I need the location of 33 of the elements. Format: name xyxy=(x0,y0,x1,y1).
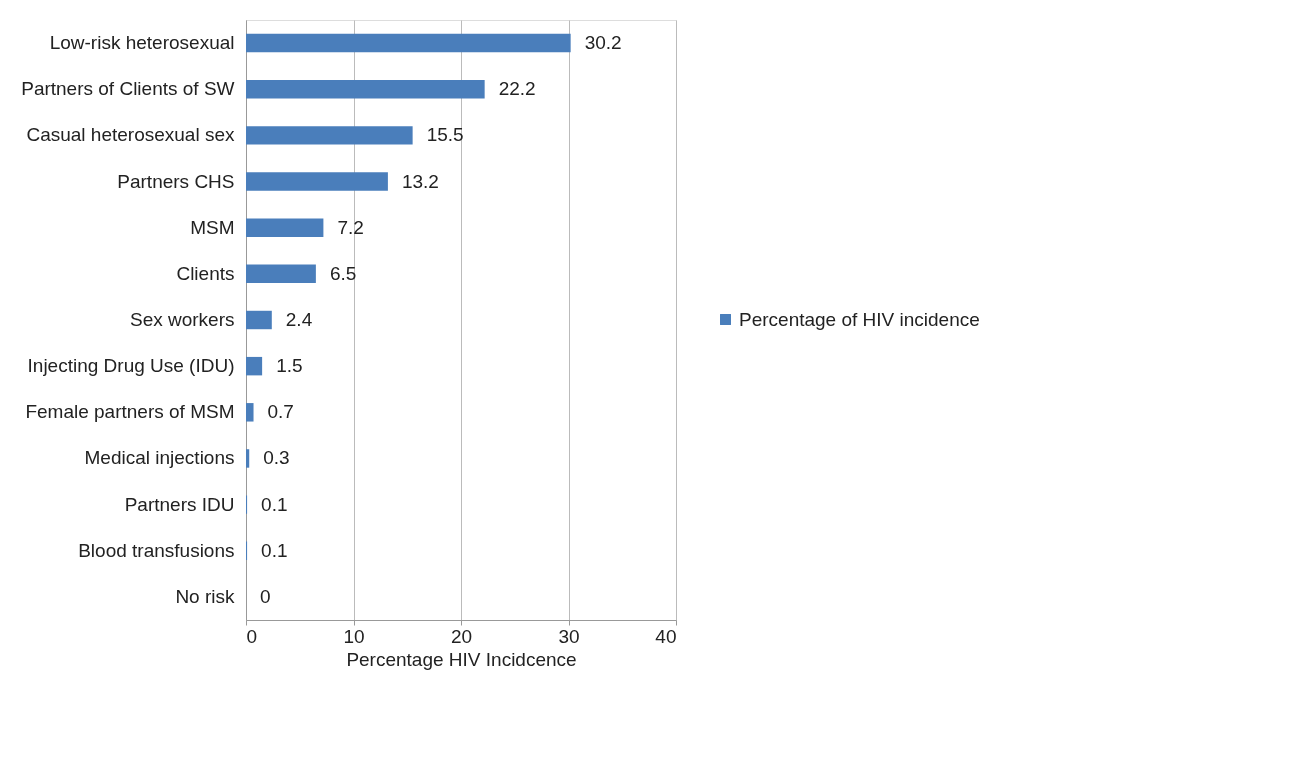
y-tick-label: Casual heterosexual sex xyxy=(26,124,235,146)
legend-label: Percentage of HIV incidence xyxy=(739,308,980,330)
y-tick-label: Partners of Clients of SW xyxy=(21,78,235,100)
y-tick-label: Partners CHS xyxy=(117,170,235,192)
data-label: 0.7 xyxy=(267,401,294,423)
x-tick-label: 0 xyxy=(246,625,258,647)
data-label: 15.5 xyxy=(426,124,464,146)
data-label: 0.3 xyxy=(263,447,290,469)
data-label: 0.1 xyxy=(261,493,288,515)
data-label: 6.5 xyxy=(329,262,357,284)
data-label: 7.2 xyxy=(337,216,364,238)
y-tick-label: Medical injections xyxy=(84,447,235,469)
y-tick-label: Clients xyxy=(176,262,235,284)
data-label: 30.2 xyxy=(584,32,622,54)
x-tick-label: 30 xyxy=(558,625,580,647)
data-label: 13.2 xyxy=(401,170,439,192)
data-label: 0 xyxy=(260,585,271,607)
x-tick-label: 20 xyxy=(450,625,473,647)
x-axis-title: Percentage HIV Incidcence xyxy=(346,648,577,670)
data-label: 2.4 xyxy=(285,309,313,330)
data-label: 0.1 xyxy=(261,539,288,561)
y-tick-label: Injecting Drug Use (IDU) xyxy=(27,355,235,377)
y-tick-label: Sex workers xyxy=(129,309,235,330)
data-label: 1.5 xyxy=(276,355,303,377)
x-tick-label: 40 xyxy=(655,625,677,647)
y-tick-label: Blood transfusions xyxy=(78,539,235,561)
x-tick-label: 10 xyxy=(343,625,365,647)
y-tick-label: Low-risk heterosexual xyxy=(49,32,235,54)
y-tick-label: Partners IDU xyxy=(124,493,235,515)
y-tick-label: No risk xyxy=(175,585,235,607)
data-label: 22.2 xyxy=(498,78,536,100)
y-tick-label: Female partners of MSM xyxy=(25,401,235,423)
y-tick-label: MSM xyxy=(190,216,235,238)
